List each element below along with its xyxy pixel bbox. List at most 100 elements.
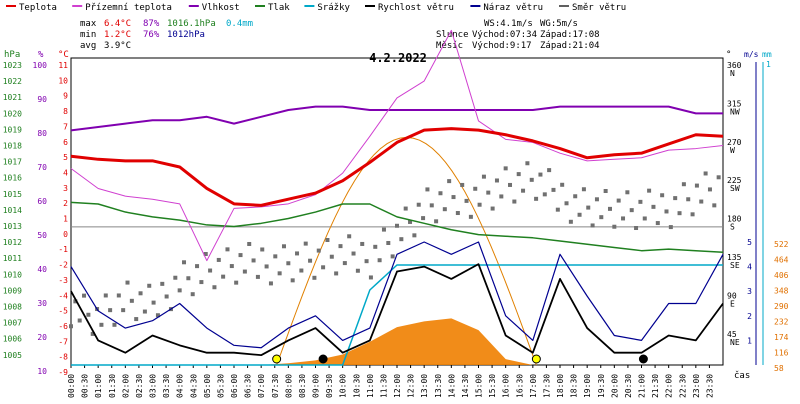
- wind-dir-point: [377, 258, 382, 263]
- time-tick-45: 22:30: [678, 374, 687, 398]
- stat-max-hum: 87%: [143, 19, 160, 29]
- wind-dir-point: [360, 241, 365, 246]
- degc-tick-10: 1: [63, 215, 68, 224]
- wind-dir-point: [625, 190, 630, 195]
- wind-dir-point: [160, 281, 165, 286]
- time-tick-18: 09:00: [312, 374, 321, 398]
- wind-dir-point: [121, 308, 126, 313]
- wind-dir-point: [473, 186, 478, 191]
- wind-dir-point: [399, 237, 404, 242]
- legend-swatch-4: [304, 5, 315, 7]
- degc-tick-15: -4: [58, 291, 68, 300]
- time-tick-9: 04:30: [189, 374, 198, 398]
- wind-dir-point: [260, 247, 265, 252]
- wind-dir-point: [616, 198, 621, 203]
- deg-tick-6: 90: [727, 291, 737, 300]
- wind-dir-point: [229, 264, 234, 269]
- wind-dir-point: [225, 247, 230, 252]
- series-humidity: [70, 105, 723, 132]
- time-tick-29: 14:30: [461, 374, 470, 398]
- wm2-tick-3: 348: [774, 287, 789, 296]
- series-pressure: [70, 201, 724, 254]
- hpa-tick-1: 1022: [3, 77, 22, 86]
- info-ws: WS:4.1m/s: [484, 19, 533, 29]
- wind-dir-point: [516, 172, 521, 177]
- time-tick-33: 16:30: [515, 374, 524, 398]
- deg-tick-0: 360: [727, 61, 742, 70]
- wind-dir-point: [390, 254, 395, 259]
- wm2-tick-4: 290: [774, 302, 789, 311]
- hpa-tick-9: 1014: [3, 206, 22, 215]
- wind-dir-point: [299, 268, 304, 273]
- wind-dir-point: [673, 196, 678, 201]
- info-wg: WG:5m/s: [540, 19, 578, 29]
- solar-area: [71, 318, 723, 365]
- time-tick-35: 17:30: [542, 374, 551, 398]
- legend-swatch-7: [559, 5, 569, 7]
- time-tick-34: 17:00: [529, 374, 538, 398]
- wind-dir-point: [468, 214, 473, 219]
- wind-dir-point: [642, 216, 647, 221]
- pct-tick-2: 80: [37, 129, 47, 138]
- degc-tick-19: -8: [58, 353, 68, 362]
- wind-dir-point: [594, 197, 599, 202]
- wind-dir-point: [195, 264, 200, 269]
- pct-tick-0: 100: [33, 61, 48, 70]
- pct-tick-7: 30: [37, 299, 47, 308]
- wind-dir-point: [286, 261, 291, 266]
- time-tick-43: 21:30: [651, 374, 660, 398]
- wind-dir-point: [508, 182, 513, 187]
- wm2-tick-0: 522: [774, 240, 789, 249]
- wind-dir-point: [182, 260, 187, 265]
- hpa-tick-12: 1011: [3, 254, 22, 263]
- time-tick-22: 11:00: [366, 374, 375, 398]
- wind-dir-point: [281, 244, 286, 249]
- dir-tick-2: W: [730, 146, 735, 155]
- stat-min-temp: 1.2°C: [104, 30, 131, 40]
- wind-dir-point: [603, 189, 608, 194]
- legend-swatch-0: [6, 5, 16, 7]
- wind-dir-point: [455, 211, 460, 216]
- pct-tick-4: 60: [37, 197, 47, 206]
- wind-dir-point: [551, 187, 556, 192]
- time-tick-47: 23:30: [705, 374, 714, 398]
- wind-dir-point: [142, 309, 147, 314]
- wind-dir-point: [590, 223, 595, 228]
- wind-dir-point: [199, 280, 204, 285]
- wind-dir-point: [686, 197, 691, 202]
- wind-dir-point: [342, 261, 347, 266]
- wind-dir-point: [251, 258, 256, 263]
- series-precipitation: [71, 264, 723, 366]
- wind-dir-point: [203, 252, 208, 257]
- wind-dir-point: [716, 175, 721, 180]
- degc-tick-8: 3: [63, 184, 68, 193]
- hpa-tick-3: 1020: [3, 109, 22, 118]
- wind-dir-point: [521, 188, 526, 193]
- info-moon-label: Měsíc: [436, 41, 463, 51]
- time-tick-25: 12:30: [407, 374, 416, 398]
- wind-dir-point: [577, 212, 582, 217]
- time-tick-17: 08:30: [298, 374, 307, 398]
- hpa-tick-10: 1013: [3, 222, 22, 231]
- wind-dir-point: [99, 322, 104, 327]
- wind-dir-point: [329, 254, 334, 259]
- wind-dir-point: [403, 206, 408, 211]
- wind-dir-point: [599, 215, 604, 220]
- time-tick-3: 01:30: [108, 374, 117, 398]
- wind-dir-point: [568, 219, 573, 224]
- wind-dir-point: [434, 219, 439, 224]
- pct-tick-3: 70: [37, 163, 47, 172]
- legend-label-5: Rychlost větru: [378, 3, 454, 13]
- wind-dir-point: [147, 283, 152, 288]
- wind-dir-point: [451, 195, 456, 200]
- moonrise-marker: [318, 354, 328, 364]
- time-tick-27: 13:30: [434, 374, 443, 398]
- hpa-tick-17: 1006: [3, 335, 22, 344]
- time-tick-26: 13:00: [420, 374, 429, 398]
- wm2-tick-6: 174: [774, 333, 789, 342]
- wind-dir-point: [477, 202, 482, 207]
- degc-tick-14: -3: [58, 276, 68, 285]
- legend-swatch-1: [72, 5, 83, 7]
- degc-tick-18: -7: [58, 337, 68, 346]
- time-tick-23: 11:30: [379, 374, 388, 398]
